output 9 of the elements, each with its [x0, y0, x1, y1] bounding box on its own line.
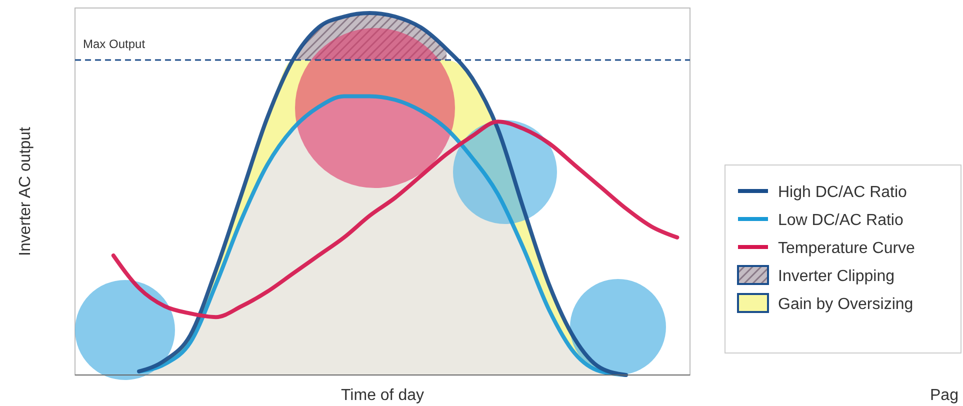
legend-label: High DC/AC Ratio — [778, 184, 908, 201]
text: Pag — [930, 387, 958, 404]
legend-label: Inverter Clipping — [778, 268, 894, 285]
legend-label: Temperature Curve — [778, 240, 916, 257]
legend-label: Gain by Oversizing — [778, 296, 914, 313]
y-axis-title: Inverter AC output — [17, 126, 34, 256]
x-axis-title: Time of day — [341, 387, 424, 404]
legend-label: Low DC/AC Ratio — [778, 212, 904, 229]
ref-line-label: Max Output — [83, 37, 146, 52]
